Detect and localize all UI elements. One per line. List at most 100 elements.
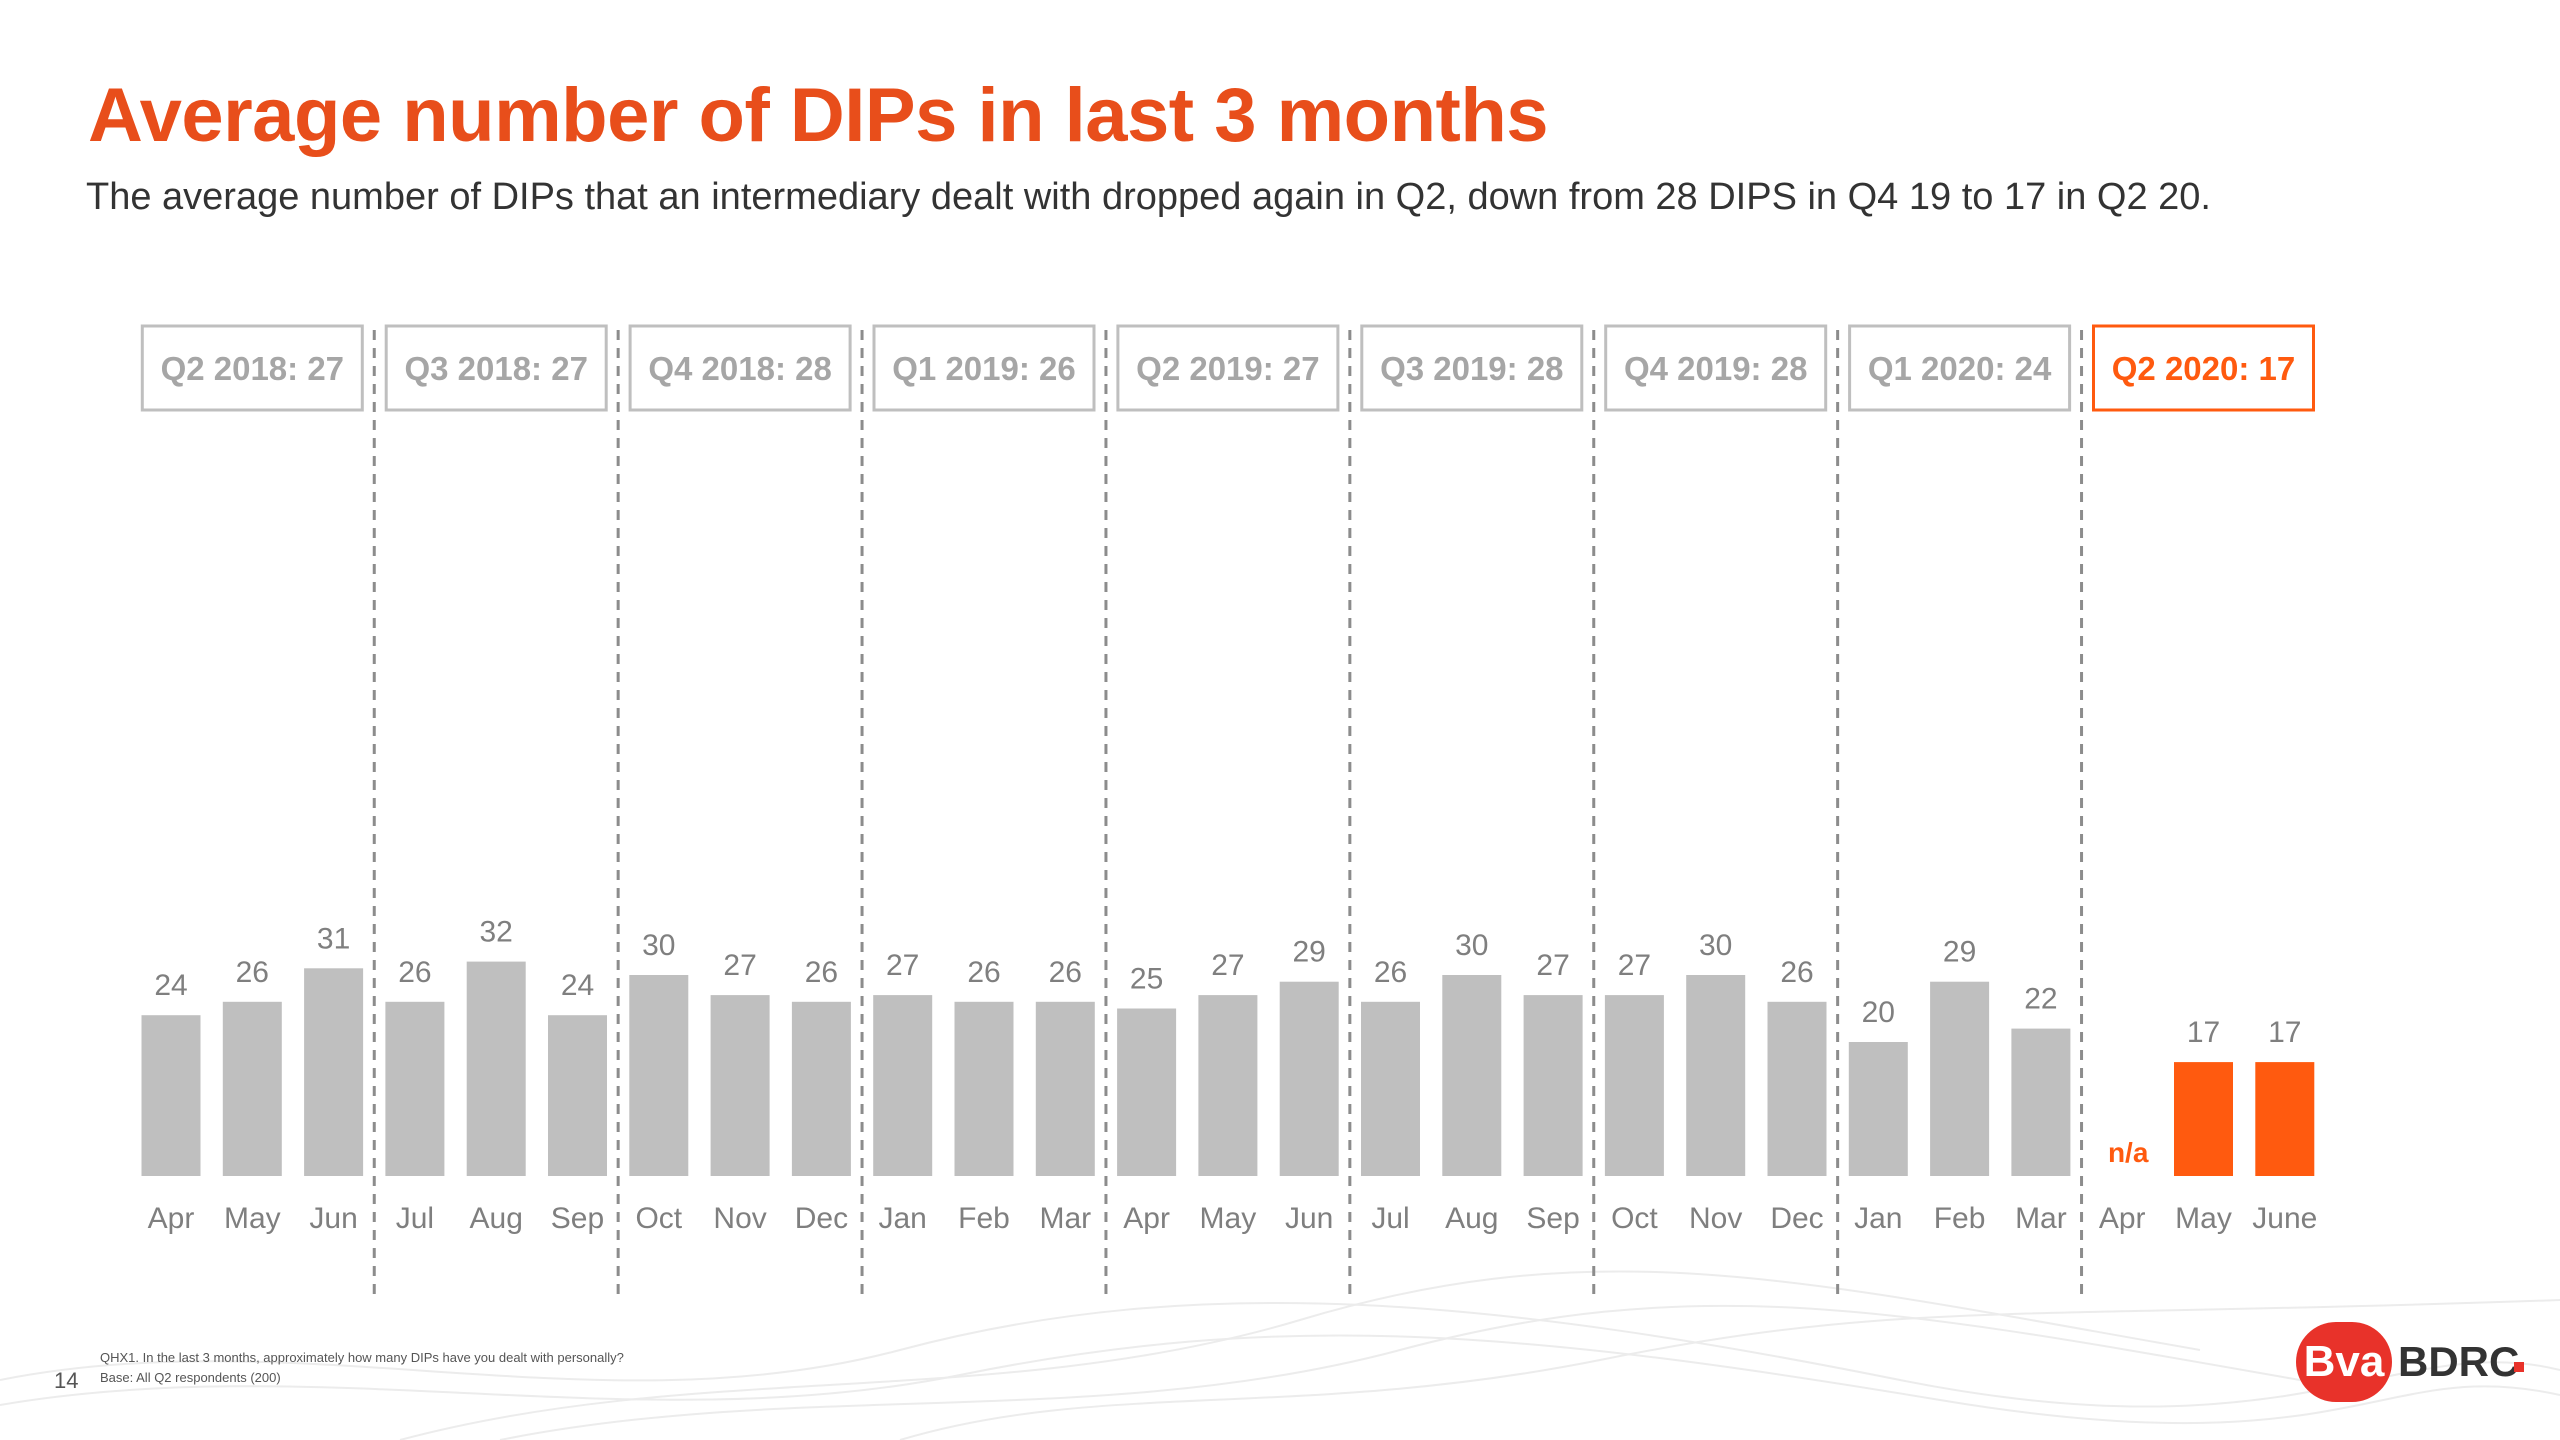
quarter-label: Q1 2020: 24 xyxy=(1868,350,2052,387)
bar xyxy=(1198,995,1258,1176)
month-label: Mar xyxy=(1039,1202,1091,1235)
quarter-box xyxy=(384,324,608,412)
bar xyxy=(1930,981,1990,1176)
month-label: Apr xyxy=(2099,1202,2146,1235)
data-label: 26 xyxy=(967,956,1000,989)
bar xyxy=(954,1001,1014,1176)
data-label: 26 xyxy=(805,956,838,989)
month-label: Jun xyxy=(1285,1202,1333,1235)
data-label: 17 xyxy=(2268,1016,2301,1049)
month-label: Aug xyxy=(1445,1202,1498,1235)
quarter-label: Q3 2019: 28 xyxy=(1380,350,1563,387)
bar xyxy=(1848,1042,1908,1176)
quarter-box xyxy=(1360,324,1584,412)
bar xyxy=(385,1001,445,1176)
month-label: Jul xyxy=(1371,1202,1409,1235)
quarter-label: Q3 2018: 27 xyxy=(404,350,587,387)
bar xyxy=(1604,995,1664,1176)
page-title: Average number of DIPs in last 3 months xyxy=(88,73,1549,158)
quarter-label: Q2 2020: 17 xyxy=(2112,350,2295,387)
logo-bva-mark: Bva xyxy=(2296,1322,2392,1402)
month-label: Oct xyxy=(635,1202,682,1235)
quarter-box xyxy=(872,324,1096,412)
data-label: 26 xyxy=(1780,956,1813,989)
month-label: Jun xyxy=(309,1202,357,1235)
month-label: Dec xyxy=(1770,1202,1823,1235)
page-number: 14 xyxy=(54,1368,79,1393)
data-label: 30 xyxy=(642,929,675,962)
month-label: Feb xyxy=(1934,1202,1986,1235)
bar xyxy=(141,1015,201,1176)
footnote-base: Base: All Q2 respondents (200) xyxy=(100,1370,281,1385)
bva-bdrc-logo: Bva BDRC xyxy=(2296,1322,2526,1402)
bar xyxy=(1686,975,1746,1176)
data-label: 27 xyxy=(1618,949,1651,982)
data-labels: 24 26 31 26 32 24 30 27 26 27 26 26 25 27 29 26 30 27 27 30… xyxy=(154,916,2301,1168)
data-label: 30 xyxy=(1699,929,1732,962)
month-label: May xyxy=(224,1202,281,1235)
month-label: Jan xyxy=(879,1202,927,1235)
bar xyxy=(1035,1001,1095,1176)
month-label: Jul xyxy=(396,1202,434,1235)
bar xyxy=(2174,1062,2233,1176)
bar xyxy=(548,1015,607,1176)
bar xyxy=(1523,995,1583,1176)
bar xyxy=(791,1001,851,1176)
data-label: 24 xyxy=(561,969,594,1002)
data-label: 29 xyxy=(1943,936,1976,969)
quarter-label: Q1 2019: 26 xyxy=(892,350,1075,387)
month-label: Sep xyxy=(1526,1202,1579,1235)
quarter-label: Q4 2019: 28 xyxy=(1624,350,1807,387)
data-label: 27 xyxy=(1536,949,1569,982)
month-label: Sep xyxy=(551,1202,604,1235)
data-label: 26 xyxy=(1049,956,1082,989)
data-label: 24 xyxy=(154,969,187,1002)
month-label: Oct xyxy=(1611,1202,1658,1235)
footnote: QHX1. In the last 3 months, approximatel… xyxy=(100,1348,624,1388)
month-label: Mar xyxy=(2015,1202,2067,1235)
monthly-dips-bar-chart: Q2 2018: 27 Q3 2018: 27 Q4 2018: 28 Q1 2019… xyxy=(140,324,2318,1295)
month-label: June xyxy=(2252,1202,2317,1235)
data-label: 26 xyxy=(236,956,269,989)
data-label: 27 xyxy=(886,949,919,982)
month-label: Apr xyxy=(148,1202,195,1235)
quarter-box xyxy=(140,324,364,412)
bar xyxy=(629,975,689,1176)
decorative-background-waves xyxy=(0,1270,2560,1440)
bar xyxy=(1279,981,1339,1176)
bar xyxy=(466,961,526,1176)
data-label: 31 xyxy=(317,922,350,955)
quarter-label: Q2 2019: 27 xyxy=(1136,350,1319,387)
data-label: 17 xyxy=(2187,1016,2220,1049)
bar xyxy=(304,968,364,1176)
bar xyxy=(2011,1028,2071,1176)
quarter-labels: Q2 2018: 27 Q3 2018: 27 Q4 2018: 28 Q1 2019… xyxy=(140,324,2315,412)
data-label: 29 xyxy=(1293,936,1326,969)
quarter-box xyxy=(2092,324,2315,412)
month-label: Dec xyxy=(795,1202,848,1235)
data-label: 26 xyxy=(1374,956,1407,989)
bar xyxy=(710,995,770,1176)
quarter-label: Q4 2018: 28 xyxy=(648,350,831,387)
quarter-box xyxy=(1116,324,1340,412)
month-tick-labels: Apr May Jun Jul Aug Sep Oct Nov Dec Jan Feb Mar Apr M… xyxy=(148,1202,2318,1235)
bar xyxy=(1361,1001,1420,1176)
na-label: n/a xyxy=(2108,1137,2149,1168)
data-label: 26 xyxy=(398,956,431,989)
data-label: 25 xyxy=(1130,963,1163,996)
month-label: Jan xyxy=(1854,1202,1902,1235)
bar xyxy=(2255,1062,2315,1176)
logo-bdrc-text: BDRC xyxy=(2398,1338,2520,1385)
data-label: 20 xyxy=(1862,996,1895,1029)
month-label: Feb xyxy=(958,1202,1010,1235)
quarter-box xyxy=(1848,324,2072,412)
bars xyxy=(141,961,2315,1176)
month-label: May xyxy=(1200,1202,1257,1235)
bar xyxy=(1442,975,1502,1176)
quarter-label: Q2 2018: 27 xyxy=(161,350,344,387)
logo-dot xyxy=(2514,1362,2524,1372)
bar xyxy=(873,995,933,1176)
month-label: Nov xyxy=(1689,1202,1742,1235)
data-label: 27 xyxy=(1211,949,1244,982)
bar xyxy=(1117,1008,1177,1176)
